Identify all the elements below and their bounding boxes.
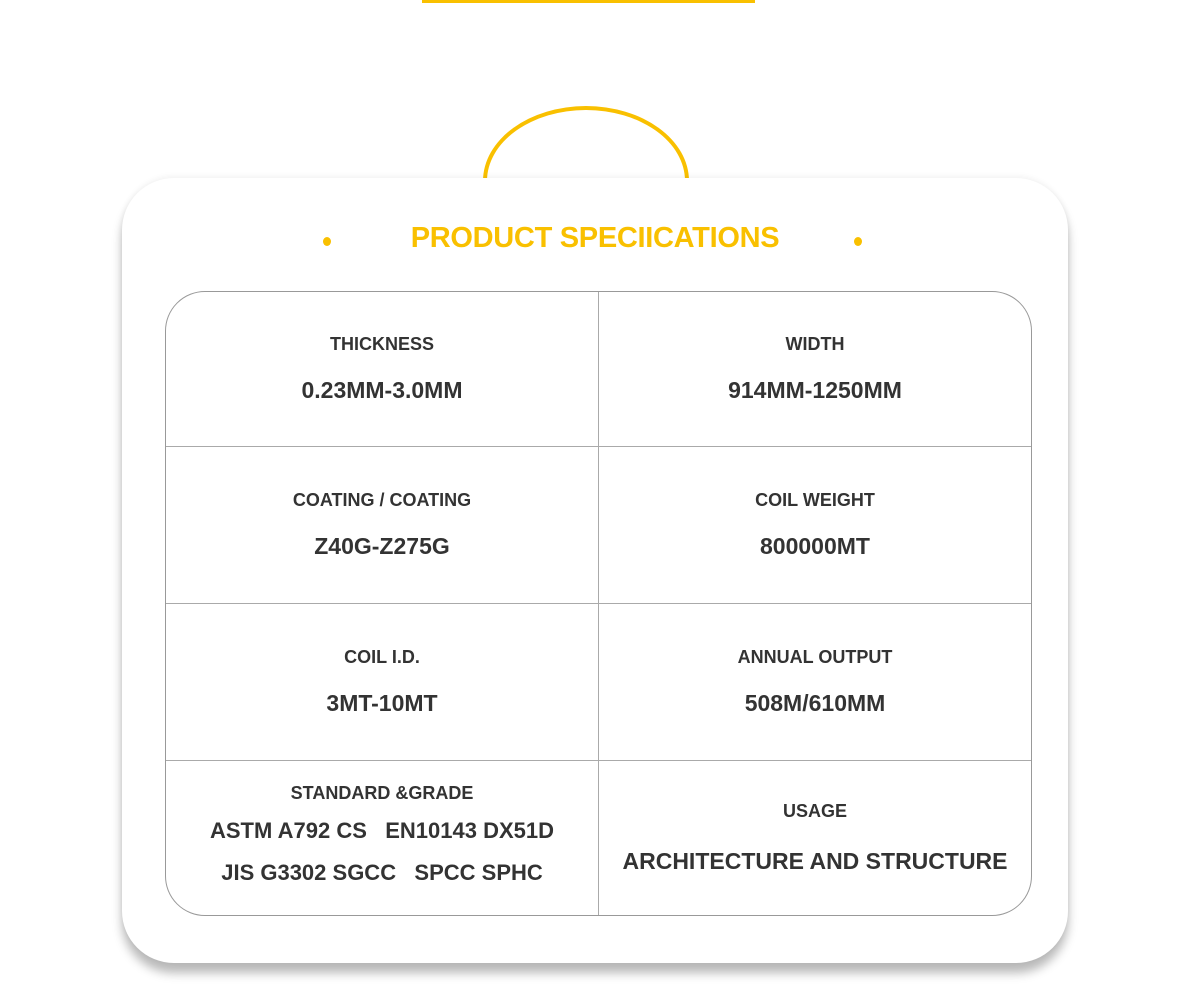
spec-card: PRODUCT SPECIICATIONS THICKNESS 0.23MM-3… [122,178,1068,963]
spec-value-line: ASTM A792 CS EN10143 DX51D [210,817,554,843]
spec-label: COIL I.D. [344,647,420,667]
spec-value: 800000MT [760,533,870,559]
spec-label: ANNUAL OUTPUT [737,647,893,667]
spec-cell-width: WIDTH 914MM-1250MM [599,292,1031,447]
spec-table: THICKNESS 0.23MM-3.0MM WIDTH 914MM-1250M… [165,291,1032,916]
spec-value: 0.23MM-3.0MM [301,377,463,403]
spec-cell-annual-output: ANNUAL OUTPUT 508M/610MM [599,604,1031,761]
spec-label: USAGE [782,801,847,821]
spec-value-line: JIS G3302 SGCC SPCC SPHC [221,859,543,885]
section-title: PRODUCT SPECIICATIONS [410,222,780,254]
spec-value: 508M/610MM [744,690,886,716]
spec-cell-coil-id: COIL I.D. 3MT-10MT [166,604,599,761]
spec-label: STANDARD &GRADE [290,782,474,803]
spec-value: ARCHITECTURE AND STRUCTURE [622,848,1008,874]
spec-cell-usage: USAGE ARCHITECTURE AND STRUCTURE [599,761,1031,915]
title-dot-right [854,237,862,246]
spec-label: WIDTH [785,334,845,354]
spec-value: 914MM-1250MM [728,377,902,403]
top-accent-line [422,0,755,3]
spec-label: THICKNESS [329,334,434,354]
spec-cell-standard-grade: STANDARD &GRADE ASTM A792 CS EN10143 DX5… [166,761,599,915]
spec-cell-coating: COATING / COATING Z40G-Z275G [166,447,599,604]
title-dot-left [323,237,331,246]
spec-label: COIL WEIGHT [755,490,875,510]
spec-value: Z40G-Z275G [314,533,450,559]
spec-label: COATING / COATING [292,490,472,510]
spec-cell-coil-weight: COIL WEIGHT 800000MT [599,447,1031,604]
spec-value: 3MT-10MT [326,690,438,716]
spec-cell-thickness: THICKNESS 0.23MM-3.0MM [166,292,599,447]
